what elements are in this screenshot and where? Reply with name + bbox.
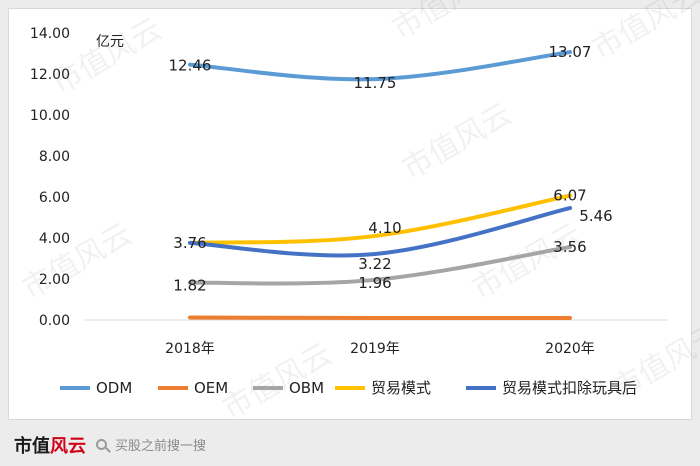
legend-entry: 贸易模式扣除玩具后 xyxy=(502,379,637,397)
y-axis-unit: 亿元 xyxy=(96,34,124,50)
series-lines xyxy=(188,50,572,320)
watermark-text: 市值风云 xyxy=(397,97,518,187)
data-label: 3.22 xyxy=(358,255,391,273)
data-label: 5.46 xyxy=(579,207,612,225)
chart-card xyxy=(8,8,692,420)
y-tick-label: 8.00 xyxy=(39,149,70,165)
data-label: 12.46 xyxy=(169,57,212,75)
footer-bar: 市值风云 买股之前搜一搜 xyxy=(0,424,700,466)
legend-entry: OEM xyxy=(194,379,228,397)
x-axis-ticks: 2018年 2019年 2020年 xyxy=(165,341,595,357)
logo-mark: 风云 xyxy=(50,436,86,457)
search-box[interactable]: 买股之前搜一搜 xyxy=(96,431,216,457)
y-tick-label: 10.00 xyxy=(30,108,70,124)
data-label: 3.76 xyxy=(173,234,206,252)
logo-text: 市值 xyxy=(14,436,50,457)
y-tick-label: 4.00 xyxy=(39,231,70,247)
series-line xyxy=(188,193,572,245)
data-label: 3.56 xyxy=(553,238,586,256)
data-label: 11.75 xyxy=(354,74,397,92)
y-tick-label: 12.00 xyxy=(30,67,70,83)
legend: ODM OEM OBM 贸易模式 贸易模式扣除玩具后 xyxy=(60,379,637,397)
data-label: 4.10 xyxy=(368,219,401,237)
watermark-text: 市值风云 xyxy=(387,0,508,47)
data-label: 6.07 xyxy=(553,187,586,205)
watermark-text: 市值风云 xyxy=(587,0,700,67)
y-tick-label: 0.00 xyxy=(39,313,70,329)
y-axis-ticks: 0.00 2.00 4.00 6.00 8.00 10.00 12.00 14.00 xyxy=(30,26,70,329)
series-line xyxy=(188,206,572,258)
series-line xyxy=(188,50,572,82)
y-tick-label: 14.00 xyxy=(30,26,70,42)
y-tick-label: 6.00 xyxy=(39,190,70,206)
legend-entry: OBM xyxy=(289,379,324,397)
legend-entry: ODM xyxy=(96,379,132,397)
brand-logo[interactable]: 市值风云 xyxy=(14,432,86,458)
data-labels: 12.46 11.75 13.07 1.82 1.96 3.56 4.10 6.07 3.76 3… xyxy=(169,43,613,295)
watermark-text: 市值风云 xyxy=(17,217,138,307)
x-tick-label: 2020年 xyxy=(545,341,595,357)
legend-entry: 贸易模式 xyxy=(371,379,431,397)
y-tick-label: 2.00 xyxy=(39,272,70,288)
series-line xyxy=(188,245,572,286)
search-placeholder: 买股之前搜一搜 xyxy=(115,438,207,454)
data-label: 1.82 xyxy=(173,277,206,295)
data-label: 1.96 xyxy=(358,274,391,292)
x-tick-label: 2018年 xyxy=(165,341,215,357)
search-icon xyxy=(96,438,107,450)
data-label: 13.07 xyxy=(549,43,592,61)
x-tick-label: 2019年 xyxy=(350,341,400,357)
